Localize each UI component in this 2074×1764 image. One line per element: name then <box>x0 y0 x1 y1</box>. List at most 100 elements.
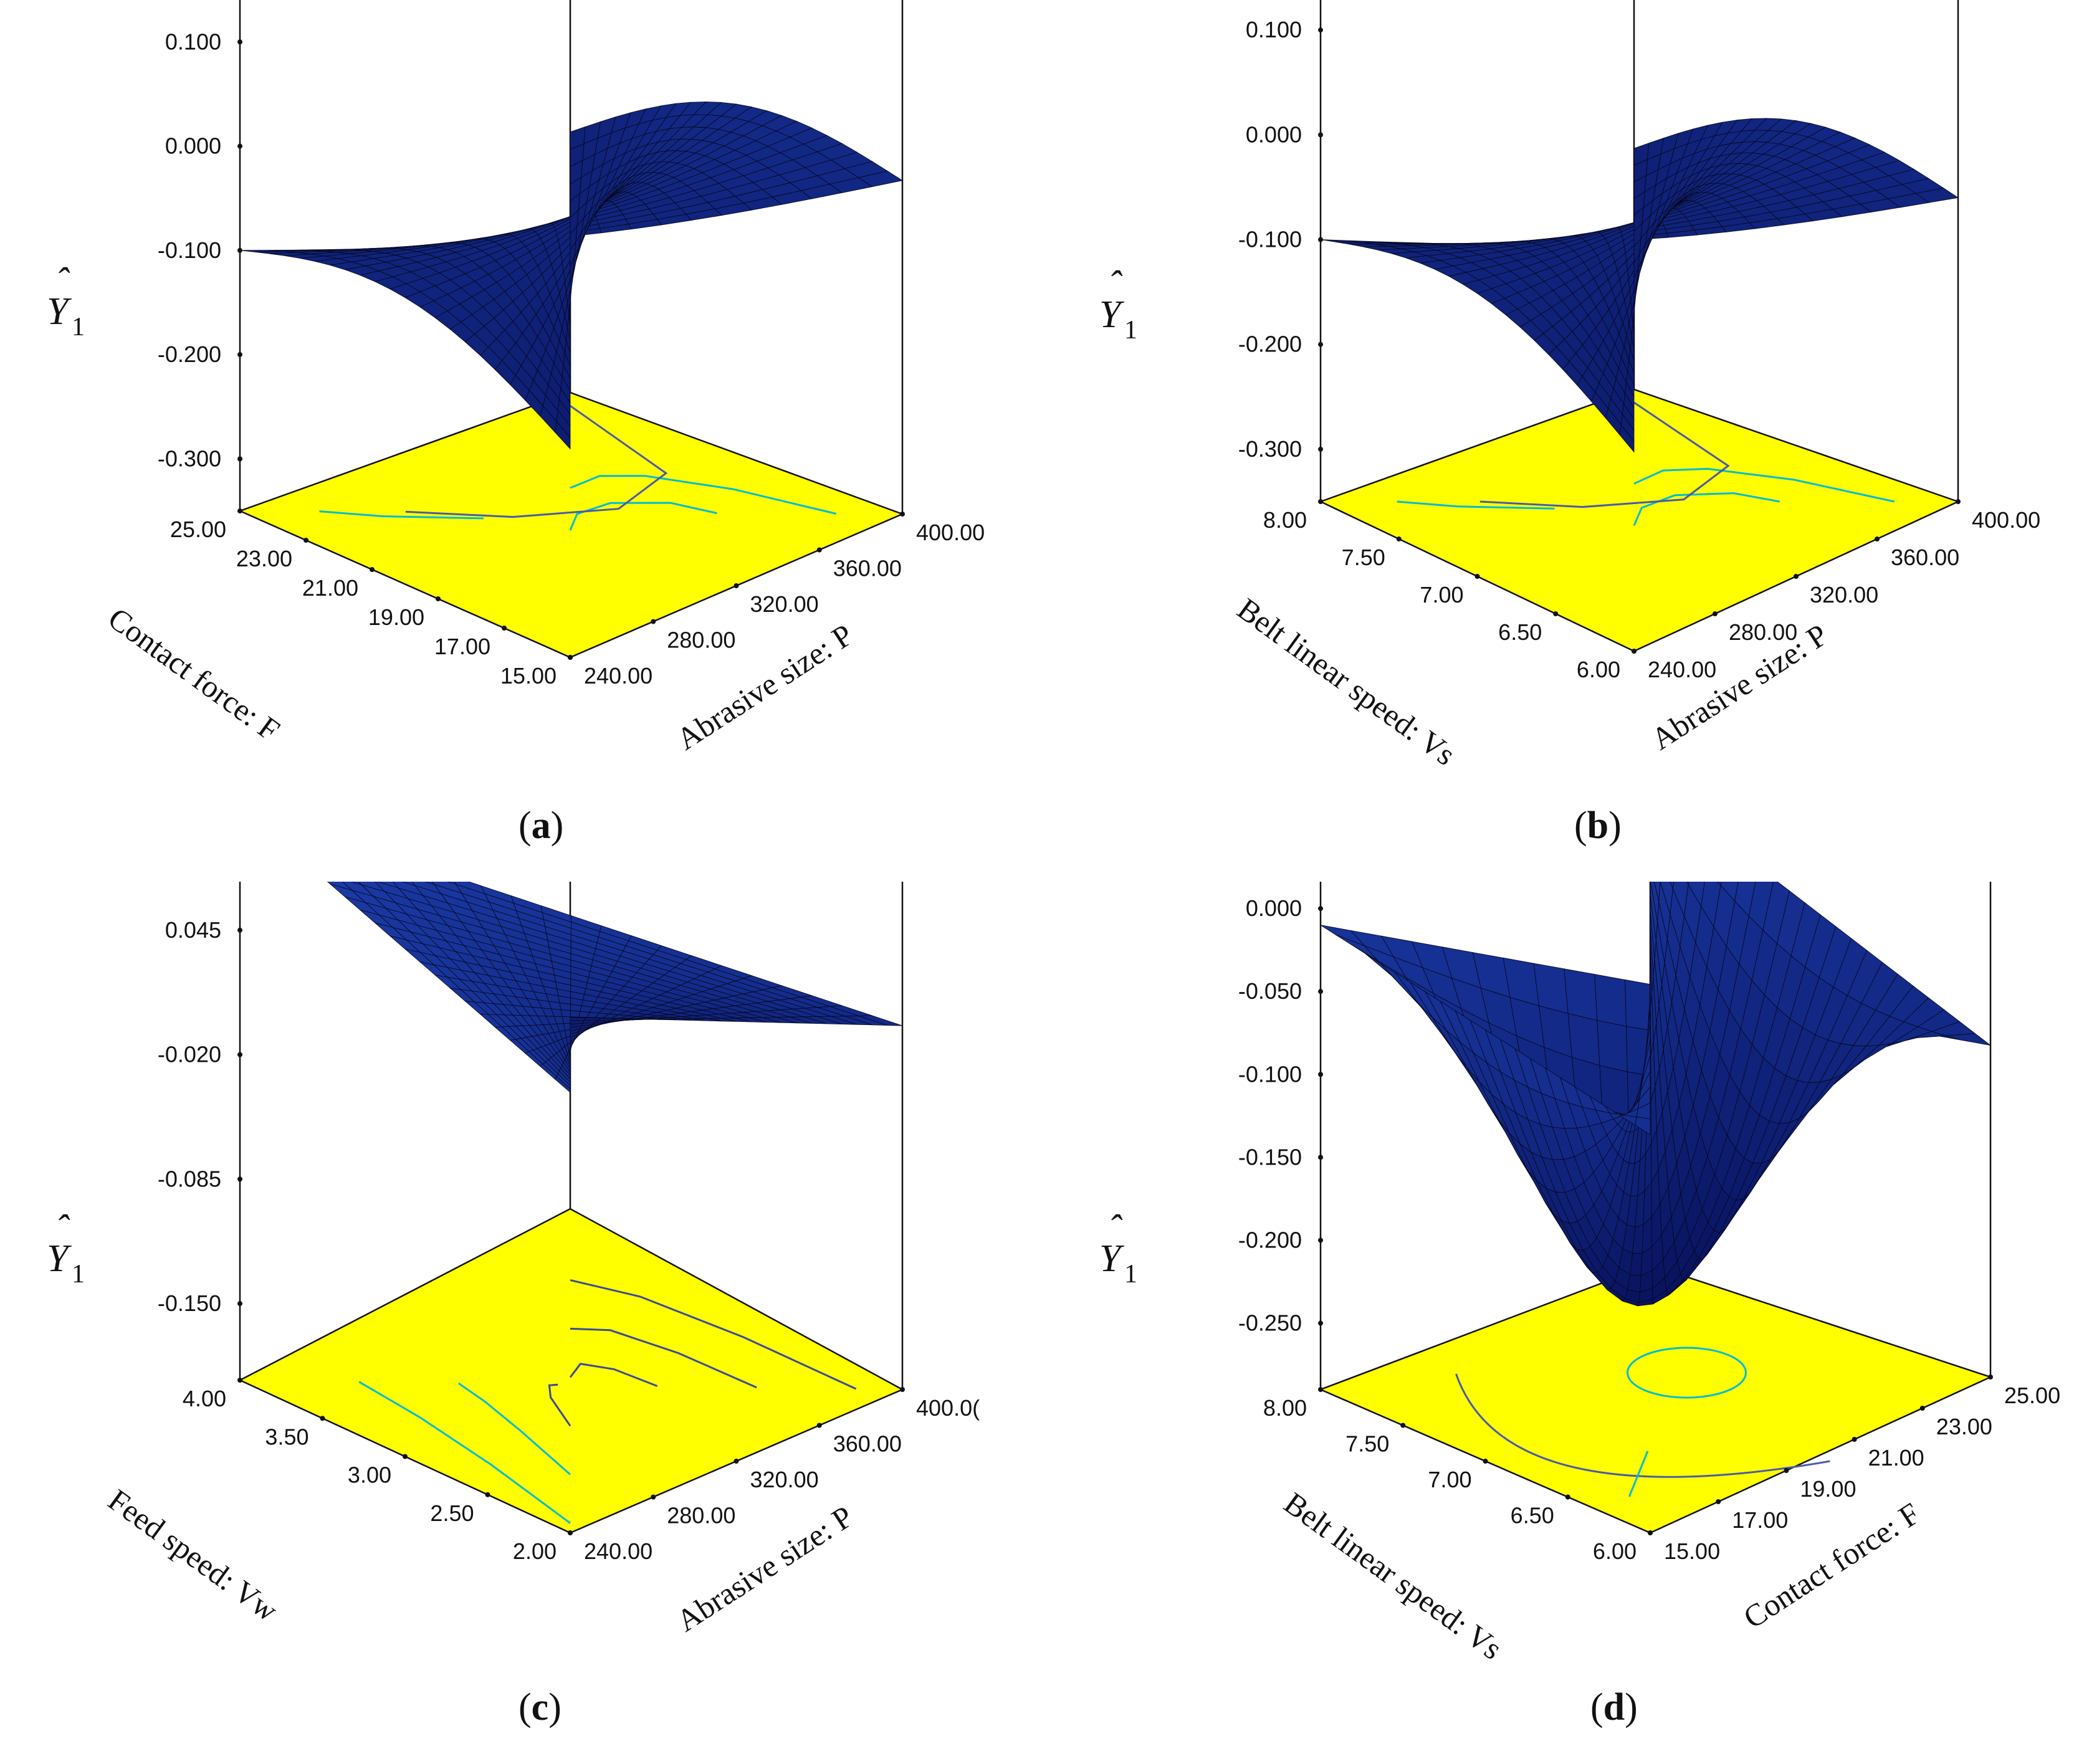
x-tick-mark <box>1318 499 1323 504</box>
surface-facet <box>1688 882 1705 907</box>
surface-facet <box>1672 882 1689 917</box>
y-tick-mark <box>1875 536 1880 541</box>
x-tick-label: 6.00 <box>1577 657 1620 682</box>
x-tick-label: 8.00 <box>1263 507 1307 533</box>
surface-facet <box>1734 882 1756 917</box>
z-tick-mark <box>237 247 242 253</box>
y-tick-mark <box>1784 1468 1789 1473</box>
y-tick-label: 360.00 <box>833 556 902 581</box>
surface-facet <box>1594 974 1627 1027</box>
x-tick-mark <box>1400 1423 1406 1428</box>
z-tick-label: -0.100 <box>1238 227 1302 252</box>
y-tick-mark <box>734 1459 739 1464</box>
z-tick-mark <box>1318 1320 1323 1326</box>
contour-line <box>548 1383 571 1427</box>
x-axis-label: Contact force: F <box>102 601 287 748</box>
x-tick-mark <box>1553 611 1559 616</box>
z-tick-mark <box>237 1052 242 1057</box>
z-tick-label: 0.000 <box>1246 895 1302 921</box>
panel-label-open: ( <box>518 1686 532 1728</box>
x-tick-label: 7.50 <box>1345 1431 1389 1457</box>
z-axis: 0.0500.000-0.050-0.100-0.150-0.200-0.250 <box>1238 895 1323 1336</box>
z-tick-mark <box>237 1301 242 1307</box>
surface-facet <box>1686 882 1689 885</box>
contour-line <box>570 1327 757 1389</box>
floor-plane <box>1318 388 1961 652</box>
x-tick-mark <box>303 538 308 543</box>
z-tick-mark <box>1318 132 1323 138</box>
response-surface <box>239 101 904 450</box>
panel-label-open: ( <box>1590 1686 1603 1728</box>
x-axis-label: Feed speed: Vw <box>102 1482 285 1628</box>
z-tick-label: 0.000 <box>1246 122 1302 147</box>
y-tick-label: 360.00 <box>833 1431 902 1457</box>
z-tick-mark <box>237 1176 242 1182</box>
y-tick-mark <box>651 619 656 624</box>
surface-facet <box>570 126 586 150</box>
x-tick-label: 6.50 <box>1498 619 1542 645</box>
x-tick-mark <box>1396 536 1402 541</box>
surface-plot-c: 0.1100.045-0.020-0.085-0.150Yˆ14.003.503… <box>47 882 980 1728</box>
y-tick-mark <box>1919 1406 1925 1411</box>
x-tick-mark <box>403 1454 408 1459</box>
surface-facet <box>562 1016 571 1024</box>
surface-facet <box>1717 882 1722 886</box>
y-tick-label: 400.0( <box>916 1395 980 1421</box>
panel-label: (c) <box>518 1686 562 1728</box>
z-tick-mark <box>1318 27 1323 33</box>
x-tick-mark <box>502 626 507 631</box>
contour-line <box>569 1363 658 1387</box>
panel-letter: c <box>532 1686 549 1728</box>
surface-facet <box>559 1002 571 1011</box>
x-axis-label: Belt linear speed: Vs <box>1231 591 1462 772</box>
y-tick-mark <box>900 512 905 517</box>
surface-facet <box>560 1009 571 1018</box>
surface-facet <box>570 1004 582 1012</box>
x-tick-mark <box>436 596 441 601</box>
y-tick-mark <box>1632 649 1637 654</box>
z-tick-label: -0.150 <box>1238 1144 1302 1170</box>
surface-facet <box>1650 882 1658 941</box>
panel-d: 0.0500.000-0.050-0.100-0.150-0.200-0.250… <box>1037 882 2074 1763</box>
y-tick-mark <box>734 583 739 588</box>
z-axis-subscript: 1 <box>1124 316 1137 345</box>
contour-line <box>570 475 837 515</box>
y-tick-mark <box>1713 611 1718 616</box>
x-tick-label: 17.00 <box>434 634 490 659</box>
x-tick-label: 7.00 <box>1428 1467 1471 1492</box>
surface-facet <box>1633 143 1650 166</box>
y-tick-label: 280.00 <box>1729 619 1797 645</box>
z-axis-symbol: Y <box>47 1237 72 1280</box>
x-tick-label: 15.00 <box>500 663 557 689</box>
y-tick-mark <box>816 547 822 553</box>
x-tick-label: 6.50 <box>1511 1503 1554 1528</box>
y-tick-label: 320.00 <box>1810 582 1878 608</box>
response-surface <box>1320 882 1991 1307</box>
z-tick-label: -0.100 <box>1238 1061 1302 1087</box>
y-tick-mark <box>1956 499 1961 504</box>
hat-mark: ˆ <box>55 260 70 303</box>
x-tick-mark <box>237 1378 242 1383</box>
surface-facet <box>1597 1020 1628 1072</box>
hat-mark: ˆ <box>55 1208 70 1250</box>
x-tick-mark <box>320 1416 325 1421</box>
contour-line <box>1627 1347 1747 1399</box>
surface-facet <box>1660 882 1673 915</box>
y-tick-label: 400.00 <box>1972 507 2040 533</box>
surface-plot-a: 0.2000.1000.000-0.100-0.200-0.300Yˆ125.0… <box>47 0 985 847</box>
z-tick-label: 0.100 <box>1246 17 1302 42</box>
contour-line <box>1633 492 1780 526</box>
z-tick-label: -0.020 <box>158 1042 221 1067</box>
surface-facet <box>1701 882 1721 928</box>
contour-line <box>358 1381 571 1524</box>
contour-line <box>569 502 717 531</box>
surface-facet <box>570 1020 585 1025</box>
z-tick-mark <box>237 352 242 358</box>
y-tick-label: 25.00 <box>2004 1383 2060 1408</box>
z-tick-mark <box>1318 989 1323 994</box>
y-tick-mark <box>1852 1437 1857 1442</box>
panel-label-open: ( <box>1574 804 1587 847</box>
x-tick-label: 4.00 <box>183 1386 226 1411</box>
